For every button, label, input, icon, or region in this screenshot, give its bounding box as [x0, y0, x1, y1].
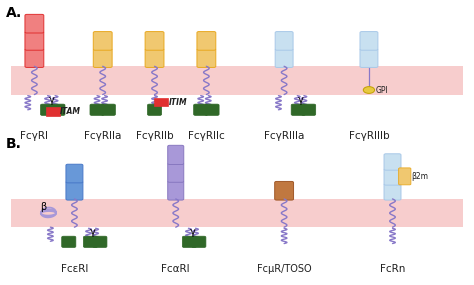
Text: GPI: GPI: [375, 86, 388, 95]
Text: ITIM: ITIM: [169, 98, 187, 107]
Text: ITAM: ITAM: [60, 107, 82, 116]
FancyBboxPatch shape: [194, 104, 208, 115]
FancyBboxPatch shape: [40, 104, 55, 115]
FancyBboxPatch shape: [168, 145, 184, 164]
FancyBboxPatch shape: [145, 32, 164, 50]
FancyBboxPatch shape: [90, 104, 104, 115]
Text: FcγRIIIa: FcγRIIIa: [264, 131, 304, 141]
FancyBboxPatch shape: [154, 98, 168, 106]
FancyBboxPatch shape: [301, 104, 316, 115]
FancyBboxPatch shape: [384, 169, 401, 185]
FancyBboxPatch shape: [399, 168, 411, 185]
FancyBboxPatch shape: [168, 163, 184, 182]
FancyBboxPatch shape: [25, 32, 44, 50]
FancyBboxPatch shape: [93, 236, 107, 247]
Text: FcγRIIc: FcγRIIc: [188, 131, 225, 141]
FancyBboxPatch shape: [205, 104, 219, 115]
FancyBboxPatch shape: [168, 181, 184, 200]
Text: B.: B.: [6, 137, 22, 151]
FancyBboxPatch shape: [192, 236, 206, 247]
Text: FcγRI: FcγRI: [20, 131, 48, 141]
FancyBboxPatch shape: [275, 32, 293, 50]
Circle shape: [363, 87, 374, 93]
FancyBboxPatch shape: [93, 49, 112, 68]
FancyBboxPatch shape: [197, 49, 216, 68]
Text: γ: γ: [298, 95, 304, 105]
FancyBboxPatch shape: [360, 49, 378, 68]
Text: FcγRIIb: FcγRIIb: [136, 131, 173, 141]
Bar: [11, 199, 463, 227]
FancyBboxPatch shape: [182, 236, 197, 247]
FancyBboxPatch shape: [145, 49, 164, 68]
Text: γ: γ: [90, 227, 96, 237]
Text: FcγRIIa: FcγRIIa: [84, 131, 121, 141]
FancyBboxPatch shape: [66, 164, 83, 183]
FancyBboxPatch shape: [101, 104, 116, 115]
FancyBboxPatch shape: [275, 182, 293, 200]
Text: γ: γ: [48, 95, 55, 105]
FancyBboxPatch shape: [147, 104, 162, 115]
FancyBboxPatch shape: [51, 104, 65, 115]
Text: FcεRI: FcεRI: [61, 264, 88, 274]
Text: β: β: [40, 202, 46, 212]
Text: FcμR/TOSO: FcμR/TOSO: [257, 264, 311, 274]
FancyBboxPatch shape: [384, 184, 401, 200]
FancyBboxPatch shape: [25, 49, 44, 68]
FancyBboxPatch shape: [62, 236, 76, 247]
Text: FcγRIIIb: FcγRIIIb: [349, 131, 389, 141]
FancyBboxPatch shape: [25, 14, 44, 33]
FancyBboxPatch shape: [275, 49, 293, 68]
FancyBboxPatch shape: [83, 236, 98, 247]
FancyBboxPatch shape: [46, 107, 60, 116]
FancyBboxPatch shape: [291, 104, 305, 115]
Text: FcαRI: FcαRI: [162, 264, 190, 274]
FancyBboxPatch shape: [384, 154, 401, 170]
Text: γ: γ: [190, 227, 196, 237]
Text: FcRn: FcRn: [380, 264, 405, 274]
FancyBboxPatch shape: [197, 32, 216, 50]
Bar: [11, 66, 463, 95]
Text: A.: A.: [6, 6, 22, 20]
Text: β2m: β2m: [411, 172, 428, 181]
FancyBboxPatch shape: [360, 32, 378, 50]
FancyBboxPatch shape: [93, 32, 112, 50]
FancyBboxPatch shape: [66, 182, 83, 200]
